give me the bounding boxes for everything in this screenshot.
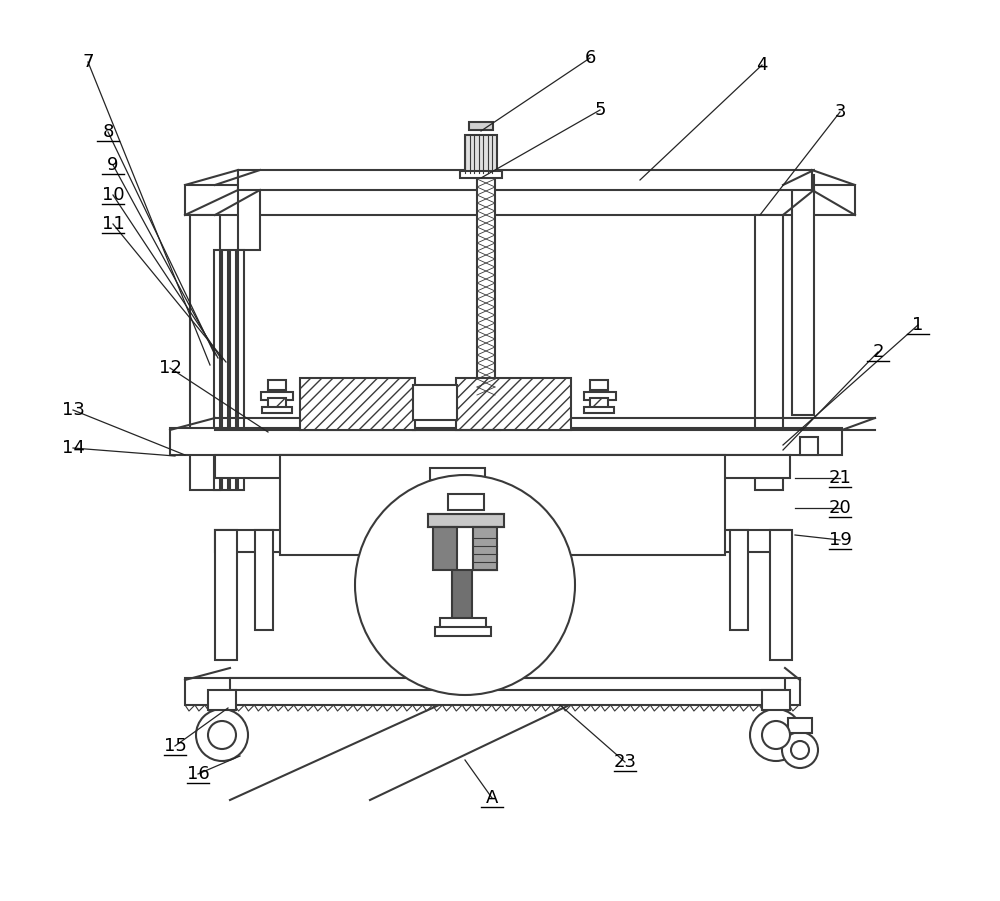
Bar — [440, 484, 475, 492]
Bar — [755, 215, 783, 490]
Text: 21: 21 — [829, 469, 851, 487]
Circle shape — [791, 741, 809, 759]
Bar — [440, 618, 486, 628]
Bar — [262, 407, 292, 413]
Text: 15: 15 — [164, 737, 186, 755]
Bar — [238, 175, 260, 250]
Bar — [170, 428, 842, 455]
Bar — [255, 530, 273, 630]
Bar — [477, 178, 495, 395]
Bar — [452, 570, 472, 620]
Bar — [460, 171, 502, 178]
Text: 20: 20 — [829, 499, 851, 517]
Text: 7: 7 — [82, 53, 94, 71]
Bar — [428, 514, 504, 527]
Circle shape — [196, 709, 248, 761]
Bar — [300, 378, 415, 430]
Circle shape — [208, 721, 236, 749]
Bar — [280, 455, 725, 555]
Bar — [215, 530, 790, 552]
Text: 2: 2 — [872, 343, 884, 361]
Text: 8: 8 — [102, 123, 114, 141]
Bar — [788, 718, 812, 733]
Bar — [214, 250, 220, 490]
Text: 1: 1 — [912, 316, 924, 334]
Text: 6: 6 — [584, 49, 596, 67]
Bar — [473, 527, 497, 570]
Circle shape — [782, 732, 818, 768]
Bar — [222, 250, 228, 490]
Bar — [590, 380, 608, 390]
Bar — [469, 122, 493, 130]
Text: 14: 14 — [62, 439, 84, 457]
Bar — [238, 250, 244, 490]
Bar — [770, 530, 792, 660]
Text: 19: 19 — [829, 531, 851, 549]
Text: 13: 13 — [62, 401, 84, 419]
Text: 23: 23 — [614, 753, 637, 771]
Bar — [584, 407, 614, 413]
Text: 3: 3 — [834, 103, 846, 121]
Circle shape — [762, 721, 790, 749]
Text: 4: 4 — [756, 56, 768, 74]
Text: 16: 16 — [187, 765, 209, 783]
Bar — [208, 690, 236, 710]
Circle shape — [750, 709, 802, 761]
Text: 12: 12 — [159, 359, 181, 377]
Bar — [792, 175, 814, 415]
Bar — [435, 627, 491, 636]
Bar — [190, 215, 220, 490]
Bar — [215, 530, 237, 660]
Bar — [268, 380, 286, 390]
Bar — [448, 494, 484, 510]
Bar — [465, 135, 497, 173]
Circle shape — [355, 475, 575, 695]
Bar — [238, 170, 812, 190]
Bar — [185, 185, 855, 215]
Bar — [590, 398, 608, 410]
Bar — [430, 468, 485, 480]
Bar — [762, 690, 790, 710]
Text: 10: 10 — [102, 186, 124, 204]
Bar — [261, 392, 293, 400]
Text: 5: 5 — [594, 101, 606, 119]
Bar — [230, 678, 785, 690]
Text: A: A — [486, 789, 498, 807]
Bar — [230, 250, 236, 490]
Bar — [584, 392, 616, 400]
Bar — [433, 527, 457, 570]
Text: 9: 9 — [107, 156, 119, 174]
Bar — [456, 378, 571, 430]
Bar — [215, 455, 790, 478]
Bar — [185, 678, 800, 705]
Text: 11: 11 — [102, 215, 124, 233]
Bar — [268, 398, 286, 410]
Bar — [730, 530, 748, 630]
Bar — [800, 437, 818, 455]
Bar — [413, 385, 457, 420]
